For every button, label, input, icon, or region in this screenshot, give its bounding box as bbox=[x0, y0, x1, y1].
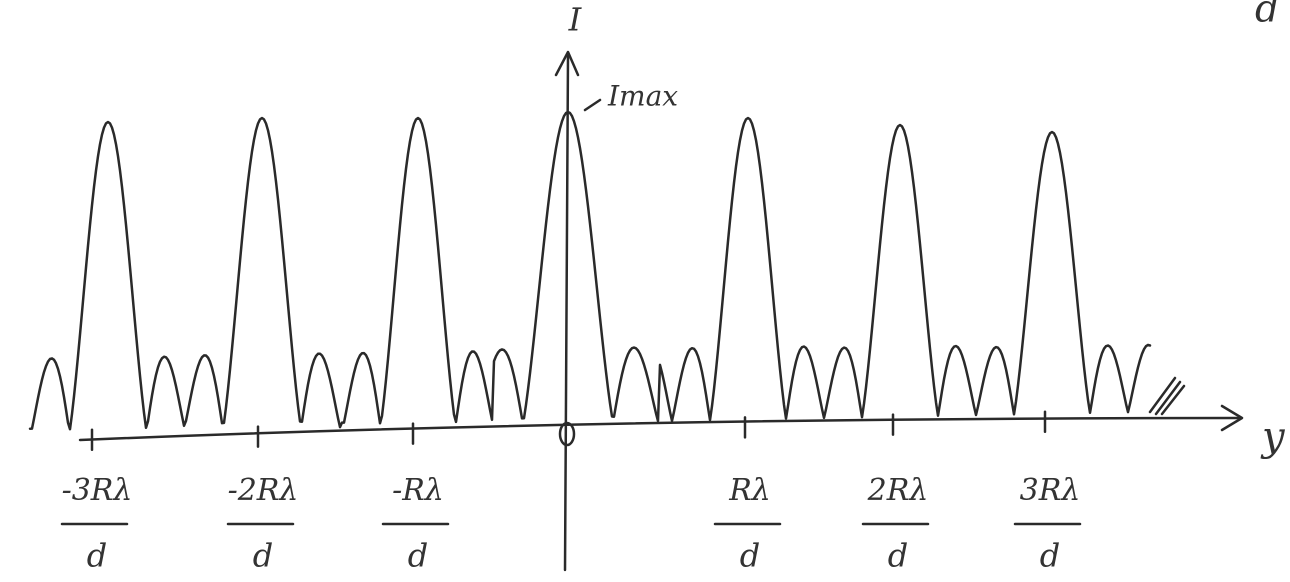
intensity-curve bbox=[30, 112, 1150, 429]
tick-denominator: d bbox=[1040, 537, 1060, 575]
tick-denominator: d bbox=[87, 537, 107, 575]
y-axis bbox=[565, 55, 568, 570]
tick-numerator: 2Rλ bbox=[867, 473, 929, 508]
corner-text: d bbox=[1255, 0, 1279, 31]
tick-numerator: -Rλ bbox=[392, 473, 444, 508]
tick-numerator: Rλ bbox=[728, 473, 771, 508]
vertical-label: I bbox=[568, 1, 583, 39]
tick-numerator: -2Rλ bbox=[228, 473, 299, 508]
tick-denominator: d bbox=[888, 537, 908, 575]
horizontal-label: y bbox=[1260, 414, 1286, 460]
tick-denominator: d bbox=[740, 537, 760, 575]
tick-denominator: d bbox=[253, 537, 273, 575]
ticks: -3Rλ d -2Rλ d -Rλ d Rλ d 2Rλ d 3Rλ d bbox=[62, 412, 1081, 575]
x-axis bbox=[80, 418, 1240, 440]
scribble bbox=[1150, 378, 1184, 414]
imax-tick bbox=[585, 100, 600, 110]
tick-numerator: 3Rλ bbox=[1020, 473, 1081, 508]
sketch: I Imax y d -3Rλ d -2Rλ d -Rλ d Rλ d 2Rλ d 3Rλ d bbox=[0, 0, 1290, 582]
tick-denominator: d bbox=[408, 537, 428, 575]
tick-numerator: -3Rλ bbox=[62, 473, 133, 508]
peak-label: Imax bbox=[607, 80, 678, 113]
